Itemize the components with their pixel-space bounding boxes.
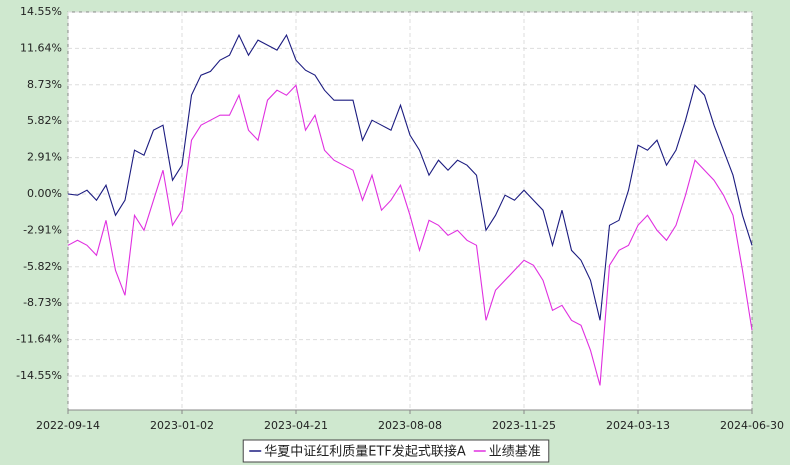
- y-tick-label: -14.55%: [16, 369, 62, 382]
- y-tick-label: 14.55%: [20, 5, 62, 18]
- y-tick-label: 11.64%: [20, 41, 62, 54]
- y-tick-label: 5.82%: [27, 114, 62, 127]
- x-tick-label: 2022-09-14: [36, 419, 100, 432]
- series-line: [67, 84, 753, 386]
- y-tick-label: -2.91%: [23, 223, 62, 236]
- y-tick-label: 2.91%: [27, 151, 62, 164]
- y-tick-label: -5.82%: [23, 260, 62, 273]
- legend-label: 业绩基准: [489, 445, 541, 460]
- x-tick-label: 2023-04-21: [264, 419, 328, 432]
- x-tick-label: 2024-03-13: [606, 419, 670, 432]
- x-tick-label: 2023-01-02: [150, 419, 214, 432]
- legend-label: 华夏中证红利质量ETF发起式联接A: [264, 444, 466, 460]
- y-tick-label: 8.73%: [27, 78, 62, 91]
- series-line: [67, 33, 753, 321]
- y-tick-label: -8.73%: [23, 296, 62, 309]
- y-tick-label: 0.00%: [27, 187, 62, 200]
- x-tick-label: 2023-08-08: [378, 419, 442, 432]
- legend-box: [242, 439, 550, 463]
- x-tick-label: 2023-11-25: [492, 419, 556, 432]
- y-tick-label: -11.64%: [16, 333, 62, 346]
- x-tick-label: 2024-06-30: [720, 419, 784, 432]
